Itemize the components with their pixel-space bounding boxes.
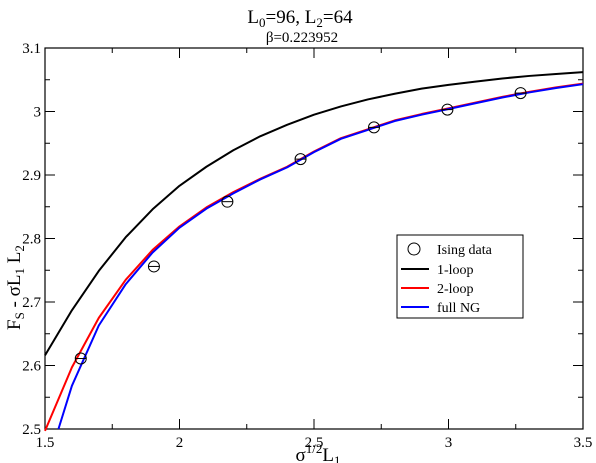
y-axis-label: FS - σL1 L2 — [4, 245, 27, 330]
axis-ticks: 1.5 2 2.5 3 3.5 2.5 2.6 2.7 2.8 2.9 3 3.1 — [22, 41, 592, 451]
x-tick-label: 2 — [176, 435, 184, 451]
x-tick-label: 3.5 — [574, 435, 593, 451]
legend-label-1loop: 1-loop — [437, 263, 474, 278]
legend: Ising data 1-loop 2-loop full NG — [396, 234, 524, 319]
chart-title: L0=96, L2=64 — [247, 7, 353, 30]
y-tick-label: 2.6 — [22, 359, 41, 375]
series-line-full-ng — [57, 83, 584, 430]
x-axis-label: σ1/2L1 — [296, 441, 341, 463]
y-tick-label: 2.7 — [22, 295, 41, 311]
legend-label-2loop: 2-loop — [437, 282, 474, 297]
legend-label-ising: Ising data — [437, 243, 493, 258]
x-tick-label: 3 — [445, 435, 453, 451]
x-tick-label: 2.5 — [305, 435, 324, 451]
legend-label-fullng: full NG — [437, 301, 480, 316]
legend-marker-ising — [407, 242, 421, 256]
series-line-1-loop — [44, 71, 584, 356]
chart-subtitle: β=0.223952 — [266, 30, 338, 46]
series-points — [74, 87, 527, 365]
legend-box — [396, 234, 524, 319]
y-tick-label: 3 — [34, 105, 42, 121]
series-curves — [44, 71, 584, 432]
y-tick-label: 3.1 — [22, 41, 41, 57]
y-tick-label: 2.5 — [22, 422, 41, 438]
y-tick-label: 2.9 — [22, 168, 41, 184]
x-tick-label: 1.5 — [36, 435, 55, 451]
y-tick-label: 2.8 — [22, 232, 41, 248]
